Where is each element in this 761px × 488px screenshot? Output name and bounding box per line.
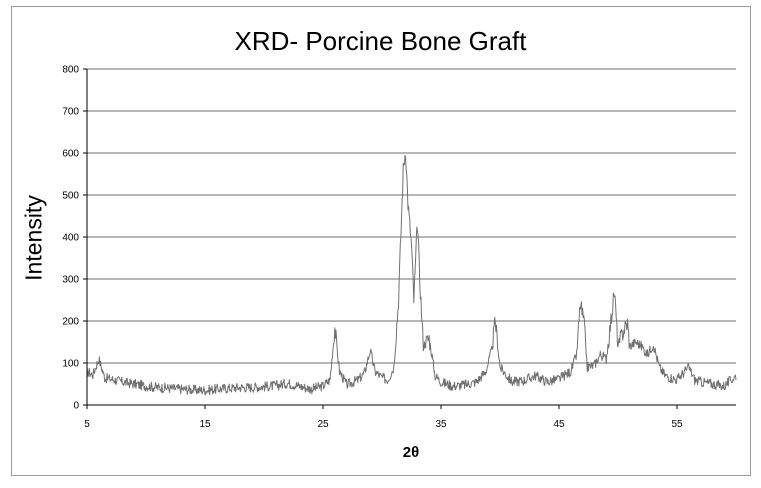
xrd-series-line — [86, 154, 737, 396]
y-tick-label: 300 — [62, 275, 79, 286]
y-tick-label: 600 — [62, 149, 79, 160]
x-tick-label: 25 — [317, 419, 329, 430]
y-tick-label: 700 — [62, 107, 79, 118]
x-tick-label: 5 — [84, 419, 90, 430]
y-tick-label: 400 — [62, 233, 79, 244]
x-tick-label: 35 — [435, 419, 447, 430]
y-tick-label: 100 — [62, 359, 79, 370]
x-axis-label: 2θ — [402, 444, 420, 461]
x-tick-label: 15 — [199, 419, 211, 430]
y-tick-label: 800 — [62, 65, 79, 76]
y-tick-label: 500 — [62, 191, 79, 202]
y-tick-label: 0 — [73, 401, 79, 412]
x-tick-label: 55 — [671, 419, 683, 430]
y-tick-label: 200 — [62, 317, 79, 328]
chart-frame — [11, 6, 751, 476]
x-tick-label: 45 — [553, 419, 565, 430]
chart-title: XRD- Porcine Bone Graft — [234, 26, 527, 56]
